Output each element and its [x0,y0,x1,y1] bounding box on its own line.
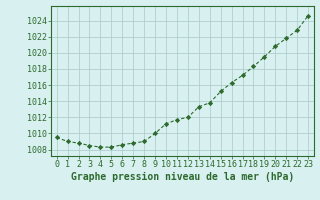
X-axis label: Graphe pression niveau de la mer (hPa): Graphe pression niveau de la mer (hPa) [71,172,294,182]
